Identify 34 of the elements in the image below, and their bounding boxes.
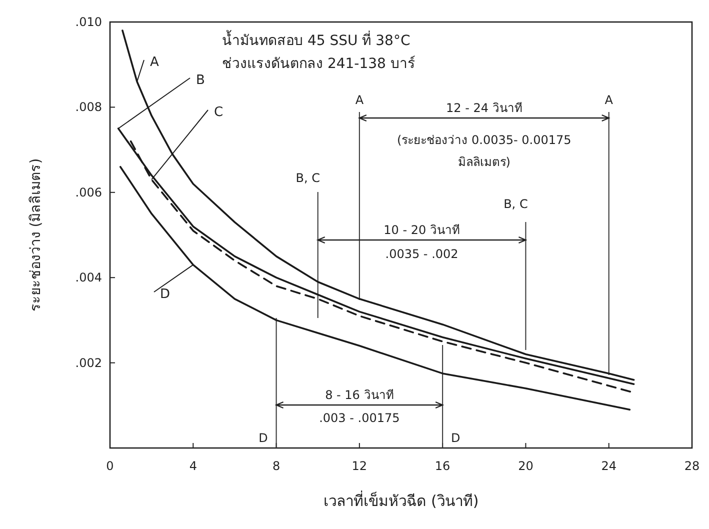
ref-line-label: D	[450, 431, 460, 445]
annotation: 8 - 16 วินาที	[325, 388, 394, 402]
y-tick-label: .010	[75, 15, 102, 29]
x-tick-label: 8	[272, 459, 280, 473]
annotation: .0035 - .002	[385, 247, 458, 261]
x-tick-label: 20	[518, 459, 534, 473]
text: C	[214, 105, 224, 120]
y-tick-label: .008	[75, 100, 102, 114]
legend-label: A	[150, 55, 159, 70]
annotation: (ระยะช่องว่าง 0.0035- 0.00175 มิลลิเมตร)	[397, 133, 572, 169]
ref-line-label: B, C	[504, 197, 528, 211]
x-tick-label: 16	[434, 459, 450, 473]
text: B	[196, 73, 205, 88]
annotation: 10 - 20 วินาที	[384, 223, 460, 237]
x-axis-title: เวลาที่เข็มหัวฉีด (วินาที)	[323, 490, 479, 510]
ref-line-label: A	[355, 93, 364, 107]
annotation: 12 - 24 วินาที	[446, 101, 522, 115]
x-tick-label: 24	[601, 459, 616, 473]
x-tick-label: 4	[189, 459, 197, 473]
text: ช่วงแรงดันตกลง 241-138 บาร์	[222, 55, 416, 72]
ref-line-label: D	[258, 431, 268, 445]
y-tick-label: .002	[75, 356, 102, 370]
x-tick-label: 28	[684, 459, 700, 473]
x-tick-label: 0	[106, 459, 114, 473]
x-tick-label: 12	[352, 459, 368, 473]
ref-line-label: B, C	[296, 171, 320, 185]
line-series	[122, 30, 635, 381]
y-axis-title: ระยะช่องว่าง (มิลลิเมตร)	[28, 158, 44, 312]
text: D	[160, 287, 170, 302]
text: น้ำมันทดสอบ 45 SSU ที่ 38°C	[222, 30, 410, 49]
ref-line-label: A	[604, 93, 614, 107]
y-tick-label: .006	[75, 185, 102, 200]
y-tick-label: .004	[75, 270, 102, 285]
annotation: .003 - .00175	[319, 411, 400, 425]
